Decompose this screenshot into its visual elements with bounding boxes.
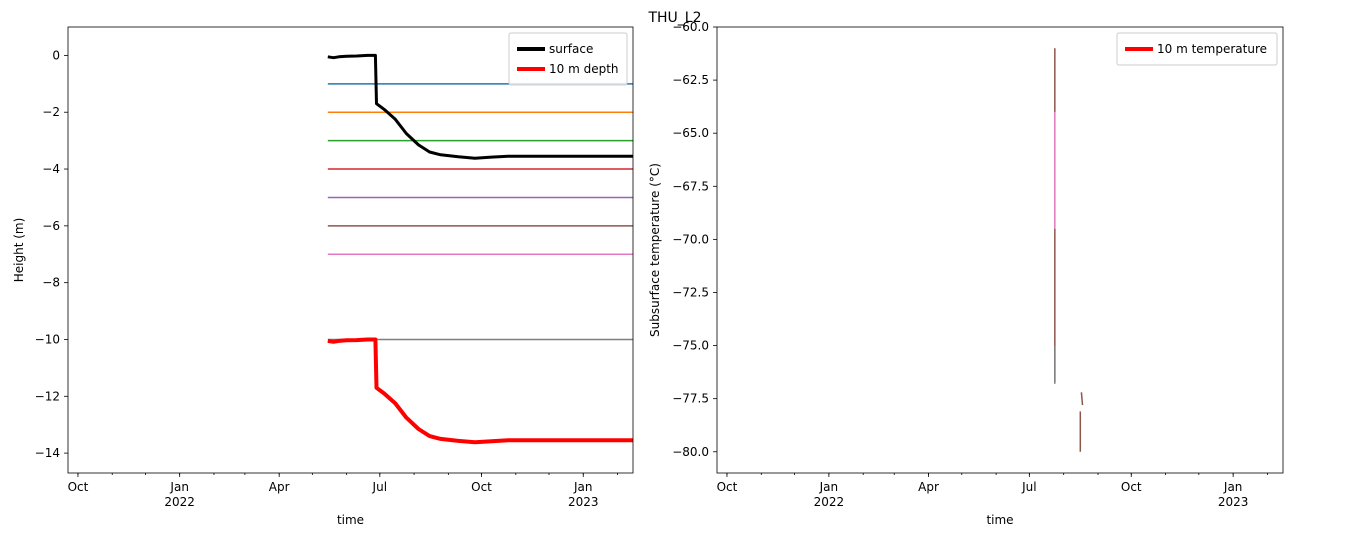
y-tick-label: −72.5 (672, 285, 709, 299)
x-tick-label: Oct (471, 480, 492, 494)
x-tick-label: Jul (1021, 480, 1036, 494)
y-tick-label: −60.0 (672, 20, 709, 34)
y-tick-label: −4 (42, 162, 60, 176)
legend-label: 10 m depth (549, 62, 619, 76)
x-tick-label: Jan (1223, 480, 1243, 494)
y-axis-label: Subsurface temperature (°C) (648, 163, 662, 337)
x-axis-label: time (986, 513, 1013, 527)
temperature-segment (1080, 392, 1084, 406)
x-tick-label: Jan (169, 480, 189, 494)
x-tick-year-label: 2023 (1218, 495, 1249, 509)
x-tick-label: Oct (68, 480, 89, 494)
y-tick-label: −10 (35, 332, 60, 346)
legend: surface 10 m depth (508, 32, 628, 86)
x-tick-year-label: 2022 (814, 495, 845, 509)
y-tick-label: −80.0 (672, 445, 709, 459)
y-axis-label: Height (m) (12, 218, 26, 283)
plot-area (1054, 48, 1084, 452)
plot-area (327, 53, 633, 445)
x-tick-label: Jul (372, 480, 387, 494)
legend-label: 10 m temperature (1157, 42, 1267, 56)
y-tick-label: −12 (35, 389, 60, 403)
legend-frame (508, 32, 628, 86)
x-tick-label: Jan (819, 480, 839, 494)
x-tick-label: Apr (269, 480, 290, 494)
x-axis-label: time (337, 513, 364, 527)
y-tick-label: −70.0 (672, 232, 709, 246)
legend-label: surface (549, 42, 593, 56)
x-tick-year-label: 2022 (164, 495, 195, 509)
y-tick-label: −6 (42, 219, 60, 233)
figure-title: THU_L2 (647, 10, 701, 26)
y-tick-label: −14 (35, 446, 60, 460)
x-tick-label: Oct (717, 480, 738, 494)
x-tick-label: Oct (1121, 480, 1142, 494)
y-tick-label: −2 (42, 105, 60, 119)
legend-frame (1116, 32, 1278, 66)
x-tick-year-label: 2023 (568, 495, 599, 509)
x-tick-label: Apr (918, 480, 939, 494)
y-tick-label: −77.5 (672, 392, 709, 406)
y-tick-label: −8 (42, 276, 60, 290)
series-line (327, 337, 633, 445)
y-tick-label: −75.0 (672, 339, 709, 353)
y-tick-label: 0 (52, 48, 60, 62)
y-tick-label: −65.0 (672, 126, 709, 140)
y-tick-label: −62.5 (672, 73, 709, 87)
legend: 10 m temperature (1116, 32, 1278, 66)
x-tick-label: Jan (573, 480, 593, 494)
axes-frame (716, 26, 1284, 474)
axes-frame (67, 26, 634, 474)
y-tick-label: −67.5 (672, 179, 709, 193)
series-line (327, 53, 633, 160)
